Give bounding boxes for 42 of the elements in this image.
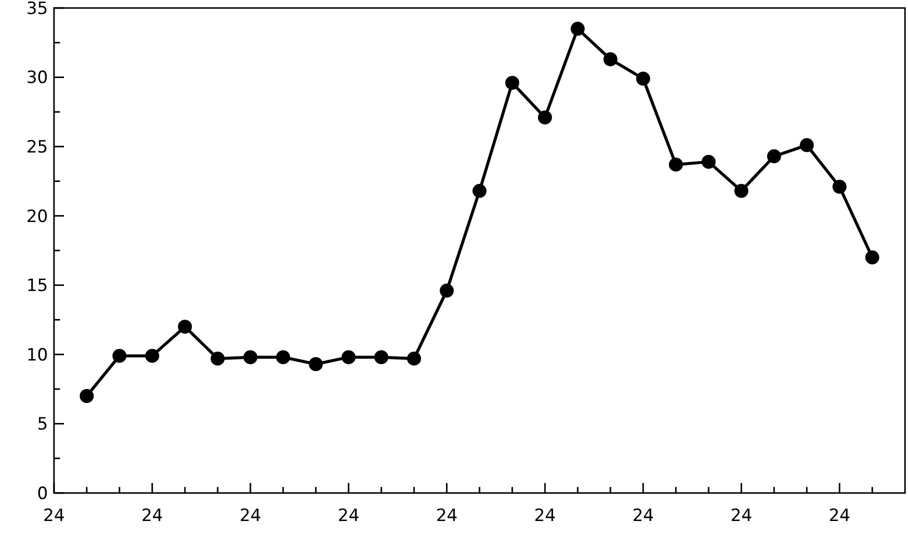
point <box>832 180 847 194</box>
y-tick-label: 10 <box>26 345 48 366</box>
point <box>145 348 160 363</box>
point <box>505 76 520 90</box>
point <box>865 250 880 264</box>
y-tick-label: 0 <box>37 484 48 504</box>
x-tick-label: 24 <box>730 506 752 526</box>
point <box>80 389 94 403</box>
point <box>276 350 290 364</box>
x-tick-label: 24 <box>436 506 458 526</box>
y-tick-label: 30 <box>26 68 48 88</box>
point <box>702 154 716 169</box>
y-tick-label: 15 <box>26 276 48 296</box>
x-tick-label: 24 <box>141 506 164 526</box>
point <box>407 352 422 366</box>
x-tick-label: 24 <box>240 506 262 526</box>
point <box>308 357 323 372</box>
y-tick-label: 25 <box>26 138 48 158</box>
y-tick-label: 35 <box>26 0 48 19</box>
point <box>538 110 552 124</box>
point <box>342 350 356 364</box>
point <box>603 52 618 66</box>
x-tick-label: 24 <box>338 506 360 526</box>
x-tick-label: 24 <box>534 506 556 526</box>
point <box>440 284 454 298</box>
point <box>767 149 782 164</box>
x-tick-label: 24 <box>43 506 65 526</box>
x-tick-label: 24 <box>632 506 654 526</box>
point <box>800 138 814 152</box>
point <box>734 184 748 198</box>
point <box>374 350 388 364</box>
x-tick-label: 24 <box>828 506 850 526</box>
point <box>570 22 585 36</box>
point <box>668 158 683 172</box>
point <box>178 320 192 334</box>
y-tick-label: 20 <box>26 206 48 227</box>
point <box>472 184 486 198</box>
point <box>636 72 650 86</box>
point <box>112 348 126 363</box>
point <box>243 350 258 364</box>
point <box>210 352 225 366</box>
y-tick-label: 5 <box>37 414 48 435</box>
